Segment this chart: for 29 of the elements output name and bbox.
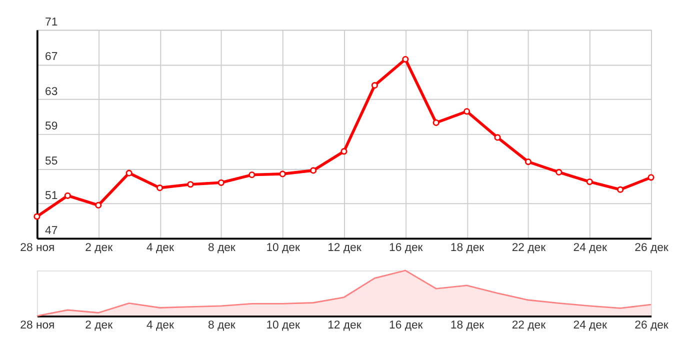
y-tick-label: 51 xyxy=(45,190,58,202)
y-tick-label: 71 xyxy=(45,16,58,28)
x-tick-label: 18 дек xyxy=(450,242,486,254)
x-tick-label: 8 дек xyxy=(208,242,236,254)
x-tick-label: 10 дек xyxy=(266,242,301,254)
x-tick-label: 26 дек xyxy=(634,320,670,332)
x-tick-label: 12 дек xyxy=(328,242,362,254)
x-tick-label: 2 дек xyxy=(85,242,114,254)
x-tick-label: 22 дек xyxy=(512,242,547,254)
x-tick-label: 24 дек xyxy=(573,320,608,332)
x-tick-label: 18 дек xyxy=(450,320,486,332)
y-tick-label: 63 xyxy=(45,86,58,98)
x-tick-label: 2 дек xyxy=(85,320,114,332)
y-tick-label: 47 xyxy=(45,224,58,237)
x-tick-label: 4 дек xyxy=(146,242,175,254)
y-tick-label: 67 xyxy=(45,51,58,64)
x-tick-label: 16 дек xyxy=(389,320,424,332)
y-tick-label: 59 xyxy=(45,120,58,133)
x-tick-label: 8 дек xyxy=(208,320,236,332)
x-tick-label: 28 ноя xyxy=(20,320,55,332)
x-tick-label: 22 дек xyxy=(512,320,547,332)
x-tick-label: 10 дек xyxy=(266,320,301,332)
y-tick-label: 55 xyxy=(45,155,58,168)
x-tick-label: 24 дек xyxy=(573,242,608,254)
x-tick-label: 16 дек xyxy=(389,242,424,254)
x-tick-label: 26 дек xyxy=(634,242,670,254)
x-tick-label: 12 дек xyxy=(328,320,362,332)
x-tick-label: 28 ноя xyxy=(20,242,55,254)
x-tick-label: 4 дек xyxy=(146,320,175,332)
